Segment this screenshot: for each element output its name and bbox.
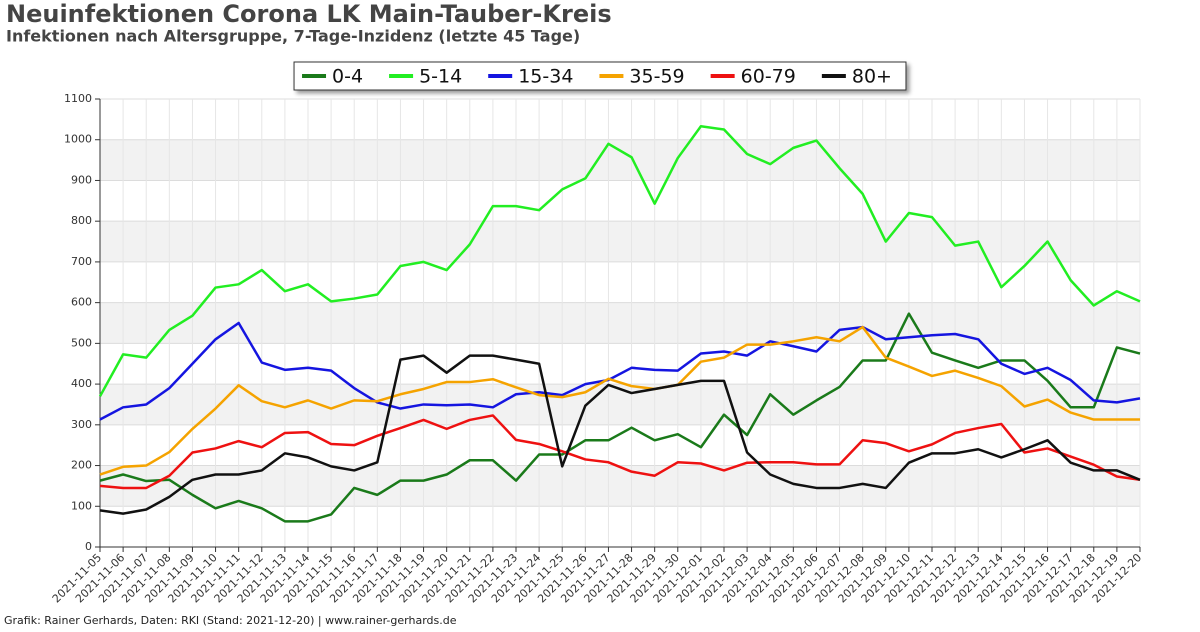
grid-band (100, 221, 1140, 262)
series-line (99, 354, 1141, 515)
grid: 0100200300400500600700800900100011002021… (50, 92, 1144, 605)
y-tick-label: 800 (71, 214, 92, 227)
legend-label: 60-79 (741, 66, 796, 88)
lines (98, 125, 1141, 523)
grid-band (100, 465, 1140, 507)
series-line (98, 125, 1141, 397)
y-tick-label: 200 (71, 459, 92, 472)
legend: 0-4 5-14 15-34 35-59 60-79 80+ (293, 61, 907, 91)
chart-title: Neuinfektionen Corona LK Main-Tauber-Kre… (6, 0, 612, 28)
y-tick-label: 600 (71, 296, 92, 309)
y-tick-label: 300 (71, 418, 92, 431)
legend-label: 15-34 (518, 66, 573, 88)
y-tick-label: 1000 (64, 133, 92, 146)
y-tick-label: 400 (71, 377, 92, 390)
legend-label: 0-4 (332, 66, 363, 88)
y-tick-label: 900 (71, 173, 92, 186)
grid-band (100, 139, 1140, 181)
y-tick-label: 0 (85, 540, 92, 553)
y-tick-label: 700 (71, 255, 92, 268)
series-line (99, 312, 1141, 523)
legend-label: 35-59 (629, 66, 684, 88)
y-tick-label: 1100 (64, 92, 92, 105)
series-line (99, 321, 1141, 421)
legend-label: 5-14 (419, 66, 462, 88)
chart-subtitle: Infektionen nach Altersgruppe, 7-Tage-In… (6, 27, 580, 46)
series-line (99, 414, 1141, 490)
grid-band (100, 302, 1140, 344)
y-tick-label: 500 (71, 336, 92, 349)
series-line (99, 325, 1140, 476)
legend-label: 80+ (852, 66, 892, 88)
caption: Grafik: Rainer Gerhards, Daten: RKI (Sta… (4, 614, 457, 627)
y-tick-label: 100 (71, 499, 92, 512)
